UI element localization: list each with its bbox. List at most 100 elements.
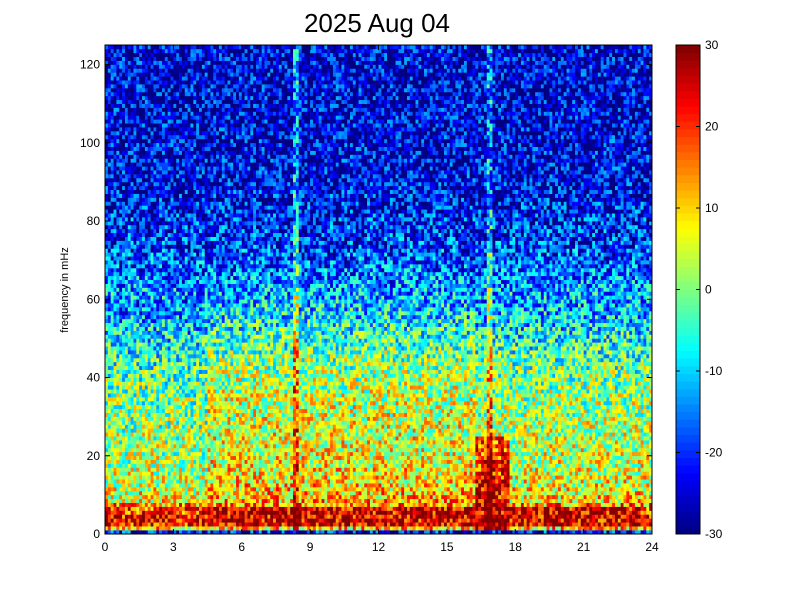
heatmap-cell: [213, 287, 217, 292]
heatmap-cell: [124, 471, 129, 476]
heatmap-cell: [216, 221, 220, 226]
heatmap-cell: [173, 393, 177, 398]
heatmap-cell: [150, 271, 154, 277]
heatmap-cell: [105, 490, 109, 496]
heatmap-cell: [170, 162, 174, 167]
heatmap-cell: [181, 412, 186, 417]
heatmap-cell: [179, 119, 183, 124]
heatmap-cell: [216, 217, 220, 222]
heatmap-cell: [110, 76, 114, 81]
heatmap-cell: [133, 279, 137, 284]
heatmap-cell: [199, 236, 203, 241]
heatmap-cell: [107, 217, 111, 222]
heatmap-cell: [110, 373, 114, 378]
heatmap-cell: [170, 318, 174, 324]
heatmap-cell: [156, 48, 160, 54]
heatmap-cell: [136, 400, 140, 406]
heatmap-cell: [210, 76, 214, 81]
heatmap-cell: [122, 45, 126, 50]
heatmap-cell: [213, 498, 217, 503]
heatmap-cell: [207, 459, 211, 464]
heatmap-cell: [199, 404, 203, 410]
heatmap-cell: [110, 260, 114, 265]
heatmap-cell: [142, 373, 146, 378]
heatmap-cell: [144, 170, 149, 175]
heatmap-cell: [164, 522, 168, 527]
heatmap-cell: [113, 295, 117, 300]
heatmap-cell: [116, 185, 120, 191]
heatmap-cell: [116, 361, 120, 367]
heatmap-cell: [173, 174, 177, 179]
heatmap-cell: [150, 350, 154, 355]
heatmap-cell: [105, 400, 109, 406]
heatmap-cell: [170, 530, 174, 535]
heatmap-cell: [170, 526, 174, 531]
heatmap-cell: [127, 123, 131, 128]
heatmap-cell: [136, 111, 140, 116]
heatmap-cell: [193, 400, 197, 406]
heatmap-cell: [142, 506, 146, 511]
heatmap-cell: [161, 510, 166, 515]
heatmap-cell: [184, 287, 188, 292]
heatmap-cell: [179, 228, 183, 234]
heatmap-cell: [204, 142, 208, 148]
heatmap-cell: [142, 256, 146, 261]
heatmap-cell: [124, 444, 129, 449]
heatmap-cell: [136, 232, 140, 237]
heatmap-cell: [150, 322, 154, 327]
heatmap-cell: [176, 181, 180, 187]
heatmap-cell: [190, 373, 194, 378]
heatmap-cell: [144, 424, 149, 429]
heatmap-cell: [173, 264, 177, 269]
heatmap-cell: [105, 115, 109, 120]
heatmap-cell: [147, 420, 151, 425]
heatmap-cell: [184, 526, 188, 531]
heatmap-cell: [170, 303, 174, 308]
heatmap-cell: [139, 205, 143, 210]
heatmap-cell: [107, 314, 111, 320]
heatmap-cell: [181, 271, 186, 277]
heatmap-cell: [179, 205, 183, 210]
heatmap-cell: [207, 197, 211, 202]
heatmap-cell: [210, 487, 214, 492]
heatmap-cell: [116, 76, 120, 81]
heatmap-cell: [199, 127, 203, 132]
heatmap-cell: [122, 283, 126, 288]
heatmap-cell: [190, 314, 194, 320]
heatmap-cell: [105, 357, 109, 363]
heatmap-cell: [204, 252, 208, 257]
heatmap-cell: [193, 420, 197, 425]
heatmap-cell: [184, 279, 188, 284]
heatmap-cell: [196, 76, 200, 81]
heatmap-cell: [164, 416, 168, 421]
heatmap-cell: [144, 447, 149, 453]
heatmap-cell: [159, 389, 163, 394]
heatmap-cell: [113, 338, 117, 343]
heatmap-cell: [136, 283, 140, 288]
heatmap-cell: [167, 498, 171, 503]
heatmap-cell: [204, 334, 208, 339]
heatmap-cell: [130, 408, 134, 414]
heatmap-cell: [107, 162, 111, 167]
heatmap-cell: [107, 330, 111, 335]
heatmap-cell: [201, 131, 206, 136]
heatmap-cell: [159, 326, 163, 331]
heatmap-cell: [116, 224, 120, 230]
heatmap-cell: [136, 185, 140, 191]
heatmap-cell: [173, 248, 177, 253]
heatmap-cell: [167, 260, 171, 265]
heatmap-cell: [107, 502, 111, 507]
heatmap-cell: [159, 451, 163, 457]
heatmap-cell: [127, 134, 131, 140]
heatmap-cell: [105, 52, 109, 58]
heatmap-cell: [113, 95, 117, 101]
heatmap-cell: [130, 291, 134, 296]
heatmap-cell: [136, 224, 140, 230]
heatmap-cell: [184, 342, 188, 347]
heatmap-cell: [181, 217, 186, 222]
heatmap-cell: [216, 459, 220, 464]
heatmap-cell: [179, 475, 183, 480]
heatmap-cell: [199, 146, 203, 151]
heatmap-cell: [190, 244, 194, 249]
heatmap-cell: [207, 201, 211, 206]
